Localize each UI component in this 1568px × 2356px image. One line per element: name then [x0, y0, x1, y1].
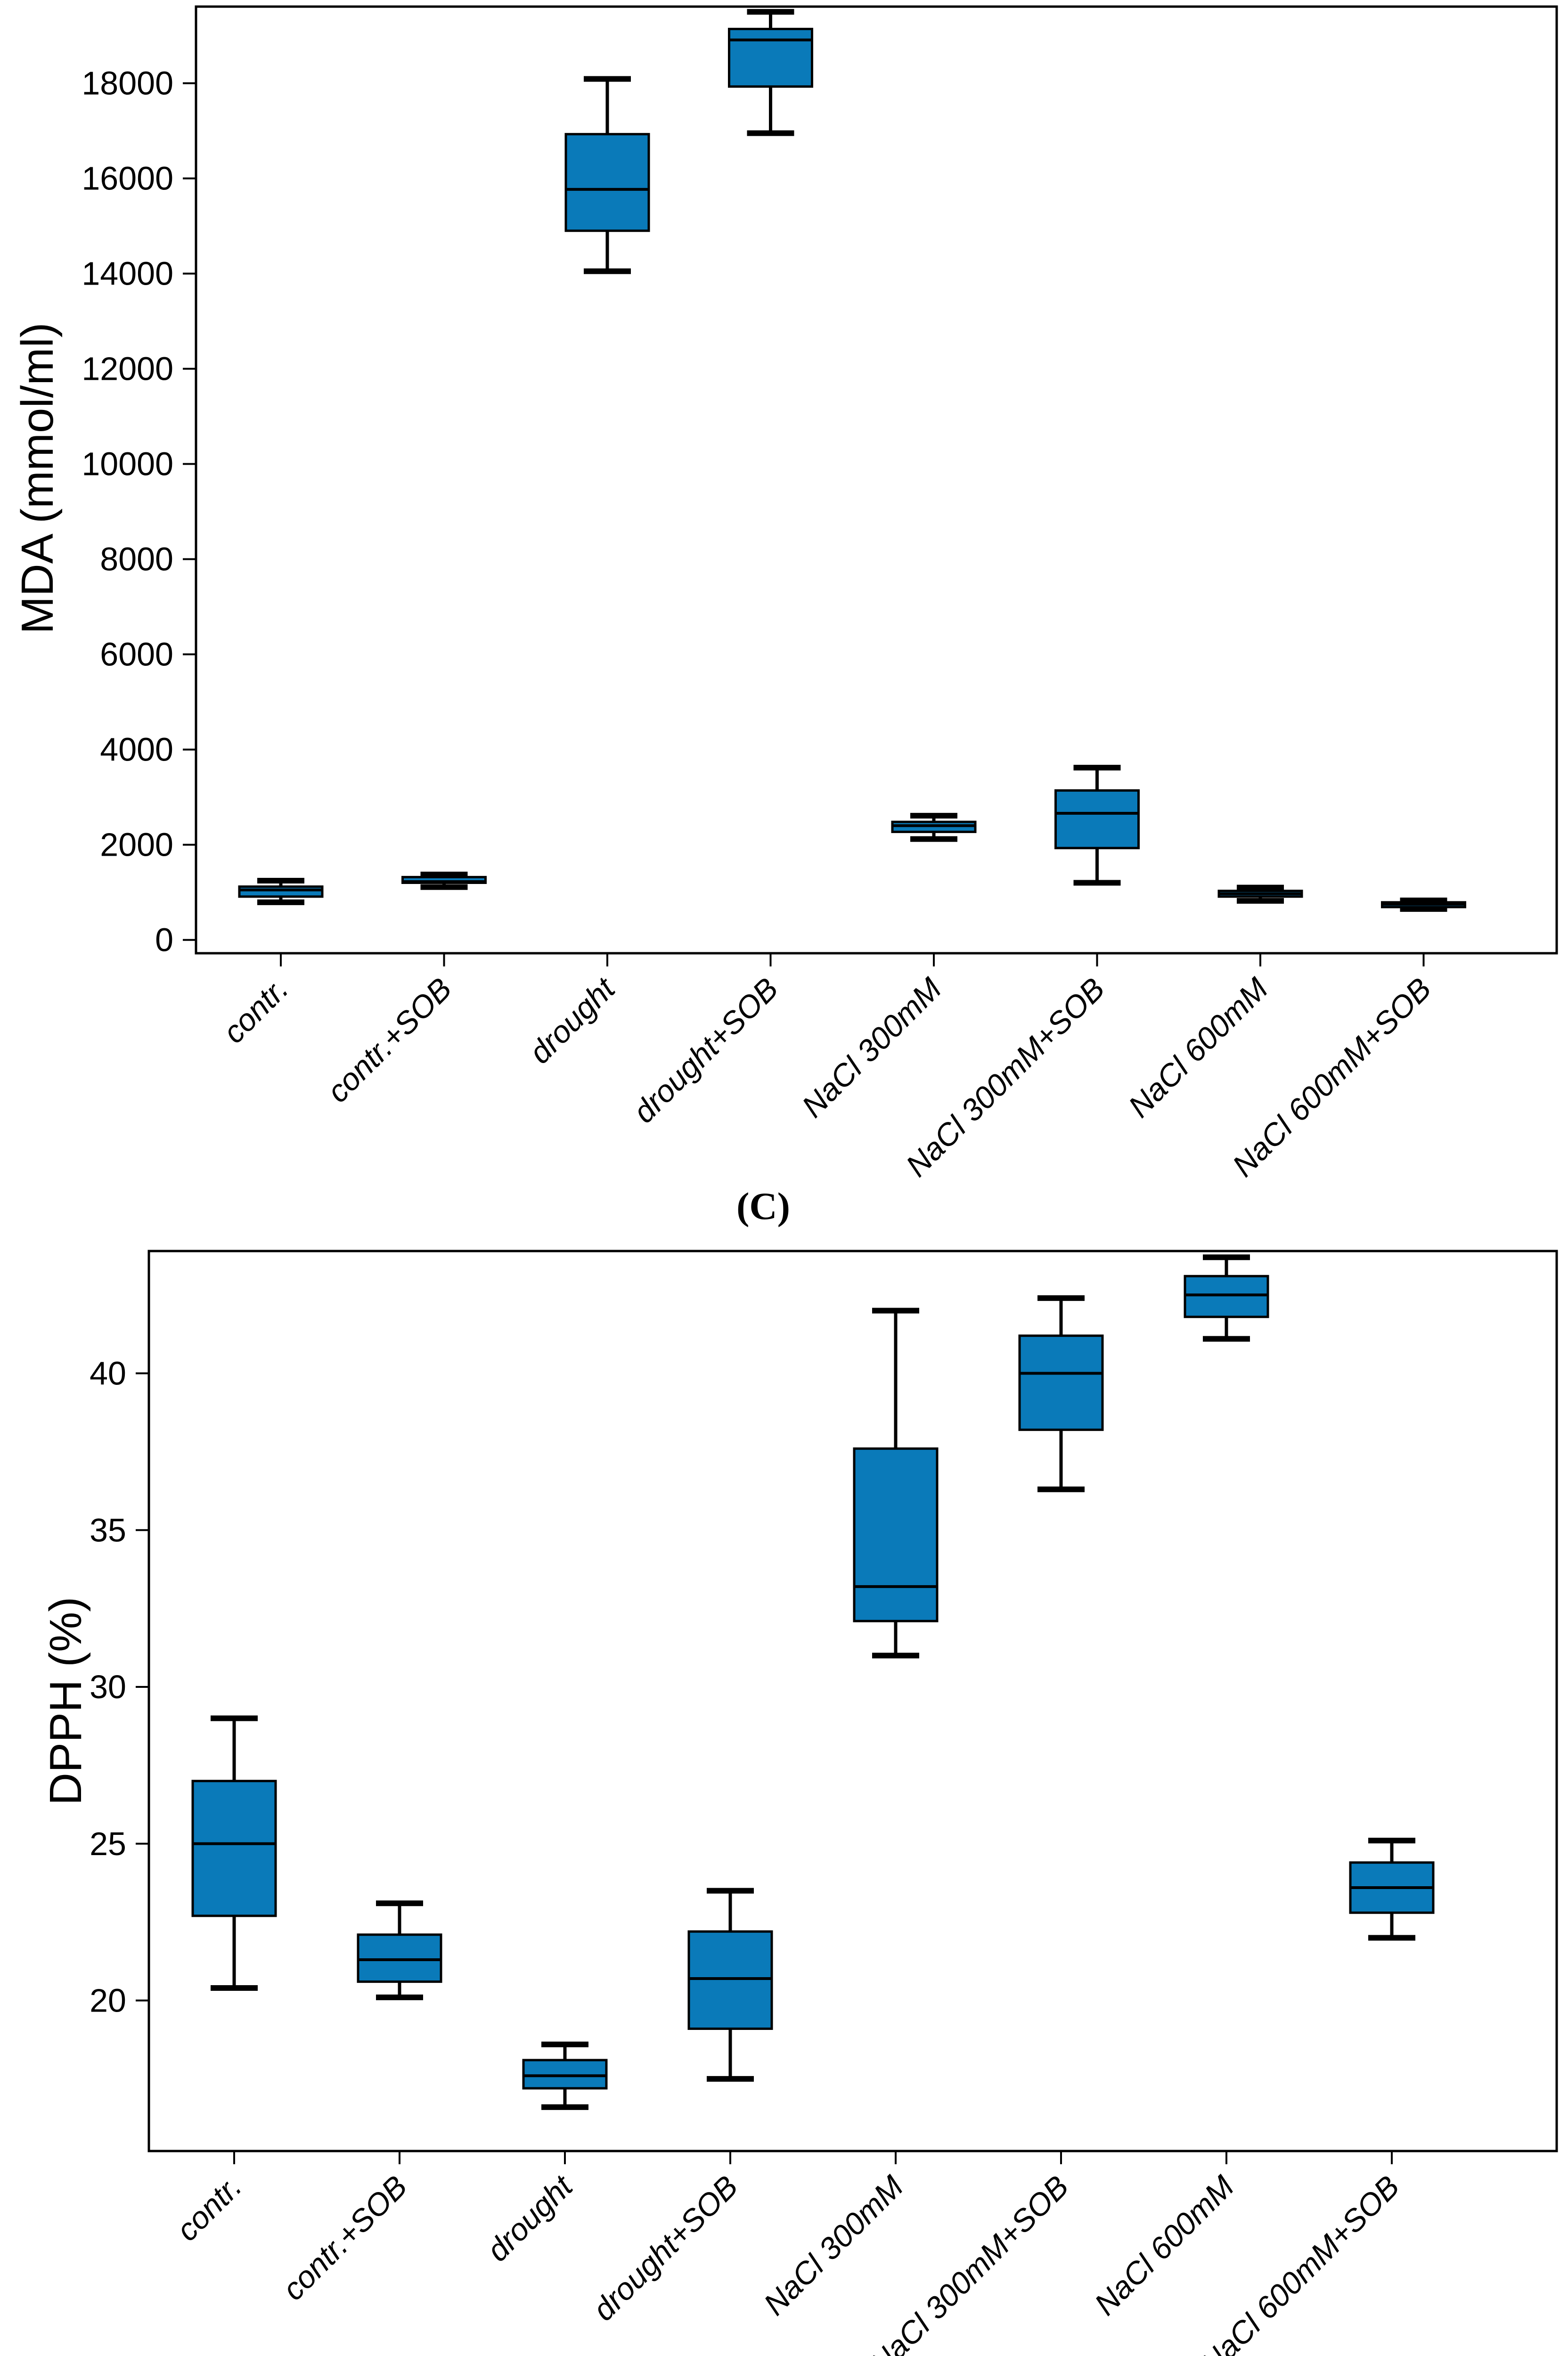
- y-tick-label: 30: [90, 1669, 126, 1705]
- y-axis-title-mda: MDA (mmol/ml): [12, 322, 63, 634]
- x-category-label: contr.+SOB: [276, 2169, 414, 2307]
- y-axis-title-dpph: DPPH (%): [41, 1596, 91, 1806]
- x-category-label: contr.: [170, 2169, 248, 2248]
- y-tick-label: 4000: [100, 731, 173, 768]
- y-tick-label: 25: [90, 1825, 126, 1862]
- y-tick-label: 2000: [100, 826, 173, 863]
- box-iqr: [1054, 789, 1140, 850]
- y-tick-label: 20: [90, 1982, 126, 2019]
- box-iqr: [687, 1930, 773, 2030]
- y-tick-label: 16000: [82, 160, 173, 197]
- y-tick-label: 6000: [100, 636, 173, 673]
- box-iqr: [191, 1780, 277, 1917]
- box-iqr: [522, 2059, 608, 2090]
- box-iqr: [853, 1447, 939, 1622]
- y-tick-label: 18000: [82, 65, 173, 102]
- plot-frame: [195, 5, 1558, 955]
- x-category-label: drought: [480, 2168, 580, 2268]
- box-iqr: [357, 1933, 442, 1983]
- y-tick-label: 40: [90, 1355, 126, 1392]
- y-tick-label: 35: [90, 1512, 126, 1548]
- y-tick-label: 12000: [82, 351, 173, 387]
- box-iqr: [1018, 1334, 1104, 1431]
- x-category-label: NaCl 600mM: [1087, 2169, 1241, 2322]
- x-category-label: drought+SOB: [586, 2169, 744, 2327]
- y-tick-label: 14000: [82, 255, 173, 292]
- plot-frame: [147, 1250, 1558, 2152]
- y-tick-label: 10000: [82, 446, 173, 483]
- x-category-label: NaCl 300mM: [757, 2169, 910, 2322]
- box-iqr: [1184, 1275, 1269, 1318]
- y-tick-label: 8000: [100, 541, 173, 578]
- y-tick-label: 0: [155, 922, 173, 958]
- box-iqr: [564, 133, 650, 232]
- panel-caption-c: (C): [736, 1185, 790, 1227]
